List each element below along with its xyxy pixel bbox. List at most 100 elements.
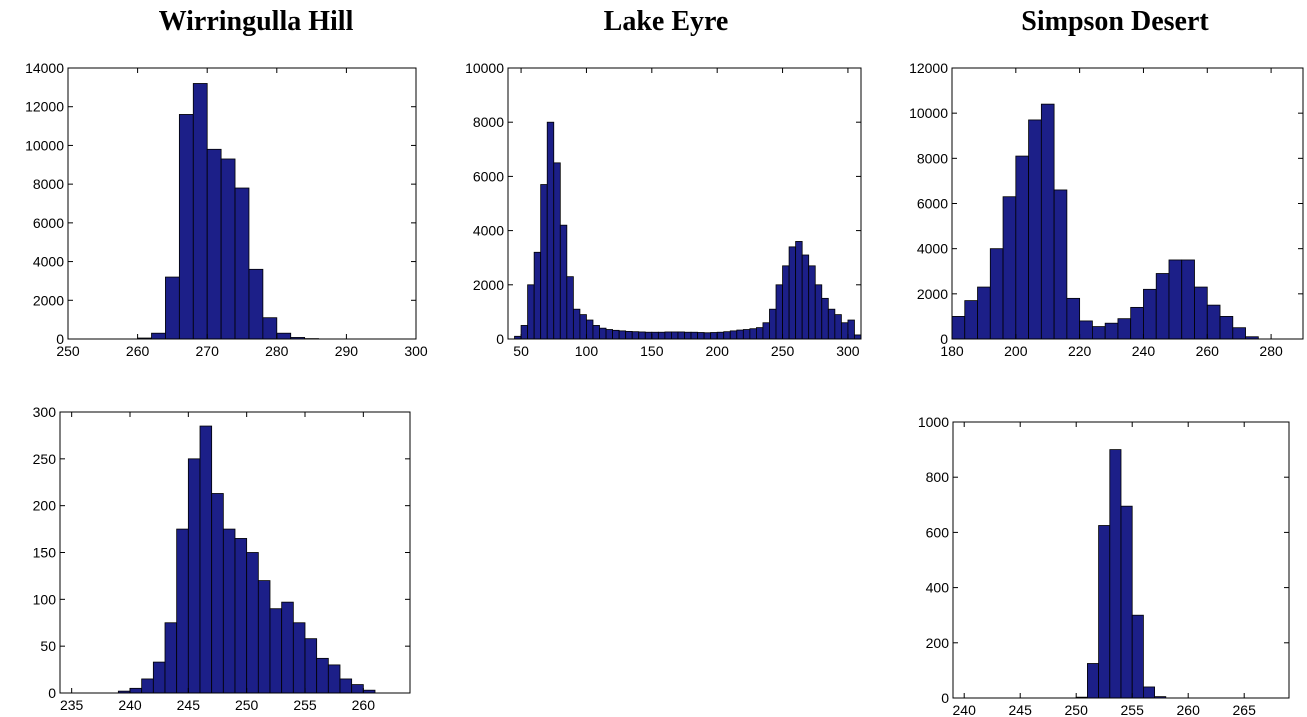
histogram-bar <box>1109 449 1122 699</box>
x-tick-label: 150 <box>640 343 664 359</box>
histogram-bar <box>206 148 222 340</box>
histogram-bar <box>710 332 718 340</box>
histogram-bar <box>847 319 855 340</box>
y-tick-label: 12000 <box>909 60 948 76</box>
histogram-bar <box>199 425 213 694</box>
x-tick-label: 180 <box>940 343 964 359</box>
y-tick-label: 4000 <box>33 254 64 270</box>
histogram-bar <box>1219 316 1234 340</box>
histogram-bar <box>1131 614 1144 699</box>
histogram-bar <box>1028 119 1042 340</box>
histogram-bar <box>808 265 816 340</box>
histogram-bar <box>304 638 318 694</box>
histogram-bar <box>618 330 627 340</box>
histogram-bar <box>281 601 294 694</box>
x-tick-label: 50 <box>513 343 529 359</box>
x-tick-label: 255 <box>293 697 317 713</box>
y-tick-label: 250 <box>33 451 57 467</box>
histogram-bar <box>1206 304 1221 340</box>
y-tick-label: 8000 <box>33 176 64 192</box>
histogram-bar <box>977 286 991 340</box>
histogram-bar <box>814 284 823 340</box>
histogram-bar <box>625 331 633 340</box>
x-tick-label: 300 <box>836 343 860 359</box>
histogram-bar <box>527 284 535 340</box>
y-tick-label: 400 <box>926 580 950 596</box>
y-tick-label: 0 <box>56 331 64 347</box>
histogram-simpson-bottom: 240 245 250 255 260 265 0 200 400 600 800 1000 <box>918 414 1290 717</box>
histogram-bar <box>248 268 264 340</box>
x-tick-label: 260 <box>1177 702 1201 717</box>
histogram-bar <box>775 284 783 340</box>
histogram-bar <box>187 458 201 694</box>
histogram-bar <box>690 331 698 340</box>
y-tick-label: 4000 <box>473 223 504 239</box>
y-tick-label: 0 <box>496 331 504 347</box>
x-tick-label: 250 <box>1065 702 1089 717</box>
histogram-bar <box>697 332 705 340</box>
axes-frame <box>952 421 1290 699</box>
histogram-bar <box>165 276 180 340</box>
histogram-bar <box>316 657 329 694</box>
histogram-bar <box>1053 189 1068 340</box>
histogram-bar <box>533 251 542 340</box>
histogram-bar <box>729 330 738 340</box>
y-tick-label: 200 <box>926 635 950 651</box>
y-tick-label: 300 <box>33 404 57 420</box>
histogram-bar <box>840 322 849 340</box>
histogram-bar <box>716 331 725 340</box>
column-title-lake-eyre: Lake Eyre <box>603 6 729 37</box>
y-tick-label: 14000 <box>25 60 64 76</box>
histogram-bar <box>631 331 640 340</box>
histogram-bar <box>762 322 770 340</box>
histogram-bar <box>579 314 587 340</box>
y-tick-label: 600 <box>926 524 950 540</box>
x-tick-label: 220 <box>1068 343 1092 359</box>
histogram-bar <box>1015 155 1029 340</box>
y-tick-label: 10000 <box>909 105 948 121</box>
column-title-wirringulla-hill: Wirringulla Hill <box>158 6 354 37</box>
histogram-bar <box>192 83 208 340</box>
y-tick-label: 50 <box>40 638 56 654</box>
histogram-bar <box>788 246 797 340</box>
histogram-bar <box>1092 326 1106 340</box>
histogram-bar <box>1168 259 1183 340</box>
x-tick-label: 250 <box>56 343 80 359</box>
histogram-bar <box>327 664 341 694</box>
x-tick-label: 280 <box>1259 343 1283 359</box>
histogram-bar <box>566 276 574 340</box>
histogram-bar <box>723 331 731 340</box>
histogram-bar <box>1155 273 1170 340</box>
histogram-bar <box>677 331 685 340</box>
histogram-bar <box>553 162 561 340</box>
histogram-bar <box>1040 103 1055 340</box>
histogram-bar <box>1143 686 1156 699</box>
histogram-bar <box>262 317 278 340</box>
histogram-bar <box>657 331 666 340</box>
histogram-bar <box>605 329 613 340</box>
y-tick-label: 800 <box>926 469 950 485</box>
histogram-bar <box>269 608 283 694</box>
x-tick-label: 200 <box>706 343 730 359</box>
y-tick-label: 1000 <box>918 414 949 430</box>
y-tick-label: 150 <box>33 545 57 561</box>
histogram-bar <box>1079 320 1093 340</box>
histogram-bar <box>257 580 271 694</box>
histogram-bar <box>559 224 568 340</box>
histogram-bar <box>638 331 646 340</box>
histogram-bar <box>644 331 653 340</box>
histogram-bar <box>827 308 836 340</box>
histogram-bar <box>1098 525 1111 699</box>
histogram-bar <box>1104 322 1119 340</box>
x-tick-label: 245 <box>177 697 201 713</box>
y-tick-label: 200 <box>33 498 57 514</box>
histogram-bar <box>651 331 659 340</box>
x-tick-label: 200 <box>1004 343 1028 359</box>
histogram-bar <box>141 678 154 694</box>
histogram-bar <box>1181 259 1195 340</box>
x-tick-label: 260 <box>1196 343 1220 359</box>
y-tick-label: 100 <box>33 591 57 607</box>
y-tick-label: 6000 <box>33 215 64 231</box>
histogram-bar <box>292 622 306 694</box>
